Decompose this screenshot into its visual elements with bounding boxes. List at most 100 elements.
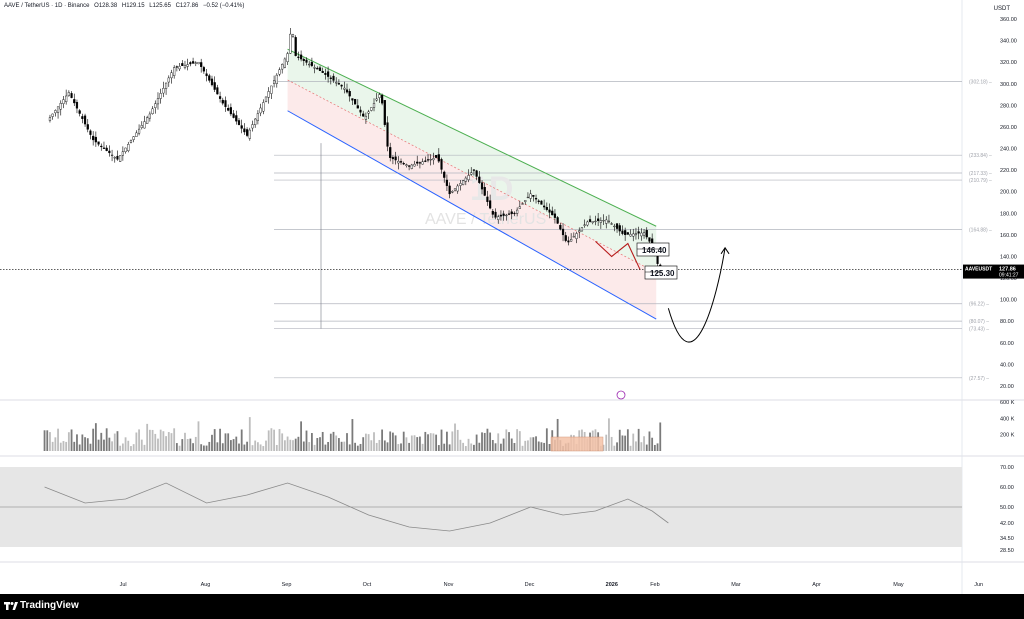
candle-body	[254, 118, 257, 125]
candle-body	[97, 141, 100, 145]
volume-bar	[197, 421, 200, 451]
volume-bar	[402, 431, 405, 451]
candle-body	[121, 151, 124, 156]
candle-body	[340, 84, 343, 87]
candle-body	[67, 92, 70, 96]
volume-bar	[86, 438, 89, 451]
volume-bar	[305, 430, 308, 451]
price-tick-label: 20.00	[1000, 384, 1014, 390]
candle-body	[59, 102, 62, 110]
candle-body	[232, 113, 235, 118]
candle-body	[513, 212, 516, 215]
volume-bar	[338, 438, 340, 451]
volume-bar	[140, 439, 143, 451]
candle-body	[499, 214, 503, 217]
volume-bar	[491, 439, 494, 451]
currency-label: USDT	[993, 6, 1010, 12]
volume-bar	[310, 433, 313, 451]
candle-body	[221, 99, 224, 104]
volume-bar	[427, 434, 429, 451]
candle-body	[537, 200, 540, 202]
volume-bar	[108, 437, 111, 451]
candle-body	[529, 193, 532, 199]
volume-bar	[321, 431, 324, 451]
candle-body	[70, 93, 73, 98]
level-label: (96.22) –	[969, 302, 989, 308]
volume-bar	[500, 443, 502, 451]
volume-bar	[613, 445, 616, 451]
candle-body	[424, 160, 427, 162]
volume-bar	[440, 429, 443, 451]
volume-bar	[229, 440, 232, 451]
candle-body	[65, 95, 68, 102]
price-tick-label: 80.00	[1000, 319, 1014, 325]
level-label: (210.79) –	[969, 178, 992, 184]
volume-bar	[459, 439, 462, 451]
volume-bar	[178, 445, 181, 451]
price-tick-label: 160.00	[1000, 233, 1017, 239]
volume-bar	[648, 431, 651, 451]
candle-body	[453, 188, 457, 191]
candle-body	[175, 66, 178, 68]
candle-body	[332, 75, 335, 81]
candle-body	[470, 172, 473, 175]
volume-bar	[67, 432, 70, 451]
volume-bar	[400, 443, 402, 451]
candle-body	[429, 159, 432, 161]
volume-bar	[416, 437, 419, 451]
volume-bar	[397, 444, 400, 451]
volume-tick-label: 200 K	[1000, 433, 1015, 439]
candle-body	[213, 82, 216, 90]
candle-body	[289, 33, 292, 54]
candle-body	[351, 98, 354, 101]
candle-body	[626, 232, 629, 235]
volume-bar	[481, 432, 483, 451]
volume-bar	[327, 441, 330, 451]
candle-body	[286, 53, 289, 63]
volume-bar	[148, 429, 151, 451]
volume-bar	[510, 438, 513, 451]
event-marker-icon	[616, 390, 626, 400]
candle-body	[507, 213, 511, 215]
volume-bar	[524, 440, 527, 451]
volume-bar	[46, 430, 49, 451]
volume-bar	[348, 444, 351, 451]
volume-bar	[494, 443, 497, 451]
candle-body	[367, 111, 370, 114]
price-tick-label: 60.00	[1000, 341, 1014, 347]
volume-bar	[610, 436, 613, 451]
candle-body	[262, 102, 265, 112]
time-tick-label: 2026	[606, 582, 618, 588]
price-chart[interactable]: (302.18) – (233.84) – (217.33) –(210.79) –…	[0, 0, 1024, 594]
candle-body	[191, 61, 195, 64]
price-tag-box	[963, 264, 1024, 279]
volume-bar	[378, 439, 381, 451]
candle-body	[586, 221, 589, 226]
volume-bar	[254, 440, 257, 451]
volume-bar	[135, 432, 138, 451]
volume-bar	[535, 436, 537, 451]
open-value: O128.38	[94, 3, 118, 9]
candle-body	[564, 235, 567, 241]
candle-body	[135, 132, 138, 137]
symbol-label[interactable]: AAVE / TetherUS · 1D · Binance	[4, 3, 90, 9]
candle-body	[129, 140, 133, 143]
volume-bar	[389, 431, 392, 451]
channel-upper-zone	[287, 49, 657, 273]
volume-bar	[181, 439, 184, 451]
volume-bar	[262, 446, 265, 451]
candle-body	[137, 128, 141, 134]
candle-body	[235, 115, 238, 122]
price-tick-label: 120.00	[1000, 276, 1017, 282]
level-label: (217.33) –	[969, 171, 992, 177]
candle-body	[278, 69, 281, 75]
candle-body	[599, 220, 602, 223]
candle-body	[518, 206, 521, 209]
candle-body	[459, 183, 462, 186]
volume-bar	[618, 429, 621, 451]
candle-body	[348, 91, 351, 97]
candle-body	[327, 71, 330, 77]
volume-bar	[89, 443, 92, 451]
brand-label[interactable]: TradingView	[20, 600, 79, 611]
candle-body	[456, 185, 459, 192]
